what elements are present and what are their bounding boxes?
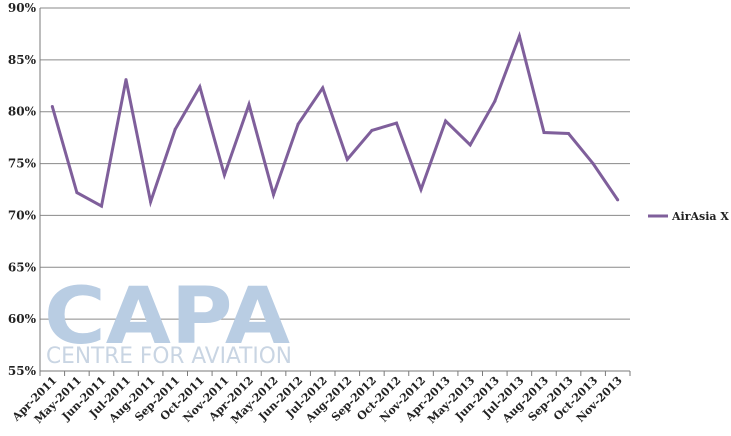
data-point bbox=[419, 188, 423, 191]
legend: AirAsia X bbox=[648, 210, 729, 223]
data-point bbox=[345, 157, 349, 161]
data-point bbox=[395, 121, 398, 125]
data-point bbox=[370, 128, 374, 132]
watermark-logo: CAPA bbox=[44, 272, 290, 362]
data-point bbox=[567, 132, 570, 135]
data-point bbox=[75, 191, 79, 195]
data-point bbox=[100, 204, 103, 208]
watermark: CAPA CENTRE FOR AVIATION bbox=[44, 272, 292, 369]
gridlines bbox=[40, 7, 630, 320]
x-tick-labels: Apr-2011May-2011Jun-2011Jul-2011Aug-2011… bbox=[9, 374, 625, 426]
data-point bbox=[272, 193, 275, 197]
y-tick-label: 90% bbox=[8, 1, 37, 15]
data-point bbox=[493, 99, 497, 103]
data-point bbox=[542, 131, 546, 134]
data-point bbox=[517, 34, 521, 38]
data-point bbox=[591, 162, 595, 166]
data-point bbox=[444, 119, 448, 123]
y-tick-label: 85% bbox=[8, 53, 37, 67]
data-point bbox=[616, 198, 620, 202]
y-tick-label: 80% bbox=[8, 105, 37, 119]
data-point bbox=[247, 103, 251, 106]
y-tick-labels: 90% 85% 80% 75% 70% 65% 60% 55% bbox=[8, 1, 37, 378]
data-point bbox=[198, 85, 202, 89]
y-tick-label: 65% bbox=[8, 260, 37, 274]
y-tick-label: 70% bbox=[8, 208, 37, 222]
y-tick-label: 60% bbox=[8, 312, 37, 326]
axes bbox=[39, 8, 631, 376]
legend-label: AirAsia X bbox=[671, 210, 729, 223]
series-line bbox=[50, 31, 619, 209]
data-point bbox=[149, 200, 153, 204]
data-point bbox=[173, 127, 177, 131]
data-point bbox=[222, 173, 226, 177]
data-point bbox=[296, 122, 300, 126]
y-tick-label: 55% bbox=[8, 364, 37, 378]
y-tick-label: 75% bbox=[8, 157, 37, 171]
series-airasia-x bbox=[50, 31, 620, 209]
watermark-subtitle: CENTRE FOR AVIATION bbox=[46, 344, 292, 369]
data-point bbox=[124, 78, 128, 82]
data-point bbox=[50, 105, 54, 108]
data-point bbox=[321, 86, 325, 90]
data-point bbox=[468, 143, 472, 147]
